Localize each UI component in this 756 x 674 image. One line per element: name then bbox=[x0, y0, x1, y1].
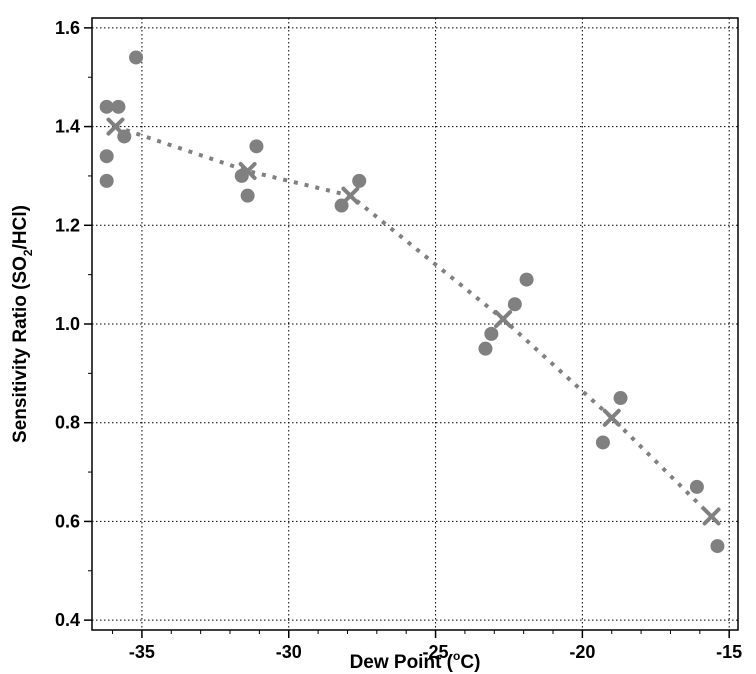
data-point bbox=[508, 297, 522, 311]
x-tick-label: -30 bbox=[276, 642, 302, 662]
data-point bbox=[129, 50, 143, 64]
x-axis-title-superscript: o bbox=[453, 649, 460, 663]
data-point bbox=[614, 391, 628, 405]
x-tick-label: -15 bbox=[716, 642, 742, 662]
y-axis-title-prefix: Sensitivity Ratio (SO bbox=[10, 256, 31, 443]
y-tick-label: 1.6 bbox=[55, 18, 80, 38]
y-tick-label: 1.2 bbox=[55, 215, 80, 235]
circle-markers bbox=[100, 50, 725, 553]
data-point bbox=[478, 342, 492, 356]
mean-x-marker bbox=[605, 411, 619, 425]
mean-x-marker bbox=[343, 189, 357, 203]
data-point bbox=[100, 174, 114, 188]
trend-line bbox=[115, 127, 711, 517]
x-markers bbox=[108, 120, 718, 524]
y-tick-label: 0.6 bbox=[55, 511, 80, 531]
y-tick-label: 0.4 bbox=[55, 610, 80, 630]
y-axis-title-suffix: /HCl) bbox=[10, 205, 31, 249]
data-point bbox=[100, 149, 114, 163]
data-point bbox=[484, 327, 498, 341]
x-axis-title-prefix: Dew Point ( bbox=[350, 652, 454, 673]
grid bbox=[92, 18, 738, 630]
data-point bbox=[596, 435, 610, 449]
data-point bbox=[520, 273, 534, 287]
x-axis-title: Dew Point (oC) bbox=[350, 649, 481, 673]
y-axis-title: Sensitivity Ratio (SO2/HCl) bbox=[10, 205, 35, 443]
data-point bbox=[710, 539, 724, 553]
mean-x-marker bbox=[705, 509, 719, 523]
x-tick-label: -20 bbox=[569, 642, 595, 662]
data-point bbox=[690, 480, 704, 494]
mean-x-marker bbox=[496, 312, 510, 326]
x-tick-label: -35 bbox=[129, 642, 155, 662]
y-tick-label: 0.8 bbox=[55, 413, 80, 433]
y-tick-label: 1.0 bbox=[55, 314, 80, 334]
axis-ticks: -35 -30 -25 -20 -150.40.60.81.01.21.41.6 bbox=[55, 18, 742, 662]
mean-trend-line bbox=[115, 127, 711, 517]
y-tick-label: 1.4 bbox=[55, 117, 80, 137]
data-point bbox=[249, 139, 263, 153]
data-point bbox=[241, 189, 255, 203]
x-axis-title-suffix: C) bbox=[460, 652, 480, 673]
data-point bbox=[111, 100, 125, 114]
data-point bbox=[352, 174, 366, 188]
